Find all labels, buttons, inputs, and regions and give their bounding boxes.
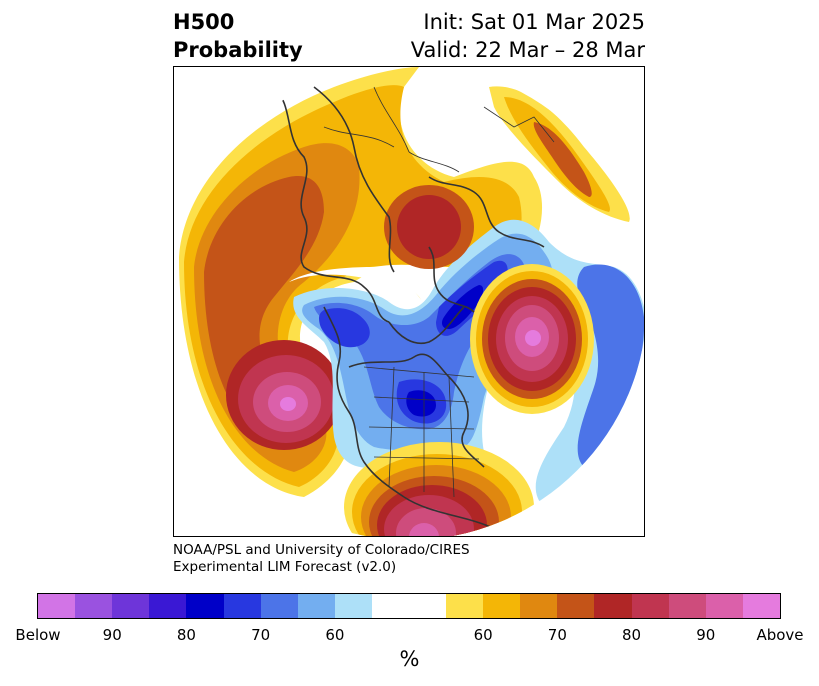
- colorbar-tick-label: 60: [325, 626, 345, 644]
- siberia-above-75: [533, 122, 592, 197]
- product-title: Probability: [173, 38, 303, 62]
- probability-colorbar: [37, 593, 781, 619]
- colorbar-tick-label: 60: [473, 626, 493, 644]
- variable-title: H500: [173, 10, 235, 34]
- colorbar-tick-labels: Below 90 80 70 60 60 70 80 90 Above: [0, 626, 819, 646]
- colorbar-unit-label: %: [399, 647, 420, 671]
- colorbar-segment: [445, 594, 484, 618]
- colorbar-segment: [594, 594, 632, 618]
- north-pacific-above-max: [280, 397, 296, 411]
- valid-date: Valid: 22 Mar – 28 Mar: [410, 38, 645, 62]
- colorbar-segment: [668, 594, 706, 618]
- colorbar-tick-label: 80: [622, 626, 642, 644]
- colorbar-tick-label: 90: [696, 626, 716, 644]
- colorbar-segment: [483, 594, 521, 618]
- colorbar-tick-label: Above: [756, 626, 804, 644]
- canada-above-80: [397, 195, 461, 259]
- atlantic-above-max: [525, 330, 541, 346]
- colorbar-tick-label: 70: [547, 626, 567, 644]
- us-above-95: [409, 523, 439, 536]
- colorbar-tick-label: Below: [15, 626, 61, 644]
- colorbar-segment: [38, 594, 76, 618]
- date-block: Init: Sat 01 Mar 2025 Valid: 22 Mar – 28…: [411, 8, 645, 64]
- colorbar-tick-label: 90: [102, 626, 122, 644]
- colorbar-segment: [75, 594, 113, 618]
- colorbar-tick-label: 80: [176, 626, 196, 644]
- init-date: Init: Sat 01 Mar 2025: [423, 10, 645, 34]
- colorbar-segment: [520, 594, 558, 618]
- colorbar-segment: [186, 594, 224, 618]
- colorbar-segment: [260, 594, 298, 618]
- colorbar-segment: [297, 594, 335, 618]
- colorbar-segment: [557, 594, 595, 618]
- colorbar-segment: [334, 594, 372, 618]
- credit-line-1: NOAA/PSL and University of Colorado/CIRE…: [173, 542, 470, 558]
- probability-map-svg: [179, 67, 644, 536]
- colorbar-segment: [112, 594, 150, 618]
- colorbar-segment: [371, 594, 446, 618]
- colorbar-segment: [631, 594, 669, 618]
- forecast-map: [173, 66, 645, 537]
- map-title-block: H500 Probability: [173, 8, 303, 64]
- greenland-below-70: [577, 264, 644, 467]
- colorbar-segment: [149, 594, 187, 618]
- colorbar-tick-label: 70: [251, 626, 271, 644]
- colorbar-segment: [705, 594, 743, 618]
- credit-line-2: Experimental LIM Forecast (v2.0): [173, 559, 397, 575]
- credit-block: NOAA/PSL and University of Colorado/CIRE…: [173, 542, 470, 576]
- colorbar-segment: [742, 594, 780, 618]
- below-80-region: [406, 285, 484, 417]
- colorbar-segment: [223, 594, 261, 618]
